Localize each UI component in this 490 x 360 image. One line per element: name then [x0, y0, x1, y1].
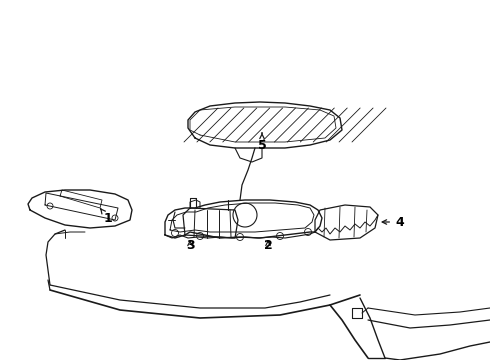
Text: 5: 5	[258, 133, 267, 152]
Text: 2: 2	[264, 239, 272, 252]
Text: 3: 3	[186, 239, 195, 252]
Text: 4: 4	[382, 216, 404, 229]
Text: 1: 1	[100, 209, 112, 225]
